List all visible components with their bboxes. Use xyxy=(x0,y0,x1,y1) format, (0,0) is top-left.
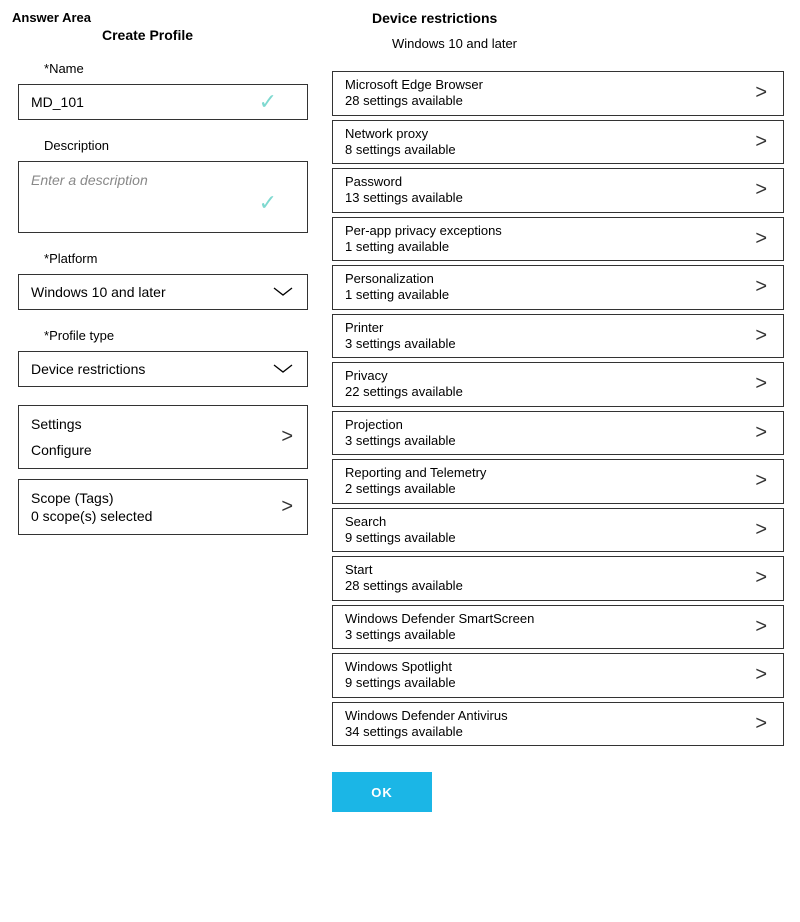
check-icon: ✓ xyxy=(259,190,277,216)
platform-select[interactable]: Windows 10 and later xyxy=(18,274,308,310)
profile-type-label: Profile type xyxy=(44,328,312,343)
chevron-right-icon: > xyxy=(281,496,293,519)
category-sub: 3 settings available xyxy=(345,433,771,449)
name-value: MD_101 xyxy=(31,94,84,110)
category-title: Printer xyxy=(345,320,771,336)
platform-label: Platform xyxy=(44,251,312,266)
category-title: Windows Defender Antivirus xyxy=(345,708,771,724)
category-title: Privacy xyxy=(345,368,771,384)
platform-value: Windows 10 and later xyxy=(31,284,166,300)
chevron-right-icon: > xyxy=(755,615,767,638)
chevron-right-icon: > xyxy=(755,130,767,153)
category-sub: 3 settings available xyxy=(345,336,771,352)
category-item[interactable]: Start28 settings available> xyxy=(332,556,784,601)
category-title: Microsoft Edge Browser xyxy=(345,77,771,93)
scope-title: Scope (Tags) xyxy=(31,490,295,506)
category-item[interactable]: Reporting and Telemetry2 settings availa… xyxy=(332,459,784,504)
scope-sub: 0 scope(s) selected xyxy=(31,508,295,524)
category-title: Network proxy xyxy=(345,126,771,142)
check-icon: ✓ xyxy=(259,89,277,115)
description-input[interactable]: Enter a description ✓ xyxy=(18,161,308,233)
ok-button[interactable]: OK xyxy=(332,772,432,812)
category-item[interactable]: Windows Spotlight9 settings available> xyxy=(332,653,784,698)
name-label: Name xyxy=(44,61,312,76)
category-item[interactable]: Windows Defender Antivirus34 settings av… xyxy=(332,702,784,747)
category-sub: 28 settings available xyxy=(345,578,771,594)
category-sub: 1 setting available xyxy=(345,287,771,303)
category-title: Reporting and Telemetry xyxy=(345,465,771,481)
category-item[interactable]: Projection3 settings available> xyxy=(332,411,784,456)
category-title: Windows Spotlight xyxy=(345,659,771,675)
category-title: Password xyxy=(345,174,771,190)
category-item[interactable]: Network proxy8 settings available> xyxy=(332,120,784,165)
category-title: Per-app privacy exceptions xyxy=(345,223,771,239)
chevron-right-icon: > xyxy=(755,470,767,493)
settings-sub: Configure xyxy=(31,442,295,458)
settings-item[interactable]: Settings Configure > xyxy=(18,405,308,469)
chevron-right-icon: > xyxy=(755,518,767,541)
category-sub: 3 settings available xyxy=(345,627,771,643)
chevron-down-icon xyxy=(273,364,293,374)
chevron-right-icon: > xyxy=(755,373,767,396)
category-sub: 9 settings available xyxy=(345,530,771,546)
category-item[interactable]: Printer3 settings available> xyxy=(332,314,784,359)
category-item[interactable]: Microsoft Edge Browser28 settings availa… xyxy=(332,71,784,116)
category-title: Projection xyxy=(345,417,771,433)
category-item[interactable]: Windows Defender SmartScreen3 settings a… xyxy=(332,605,784,650)
category-item[interactable]: Search9 settings available> xyxy=(332,508,784,553)
category-sub: 9 settings available xyxy=(345,675,771,691)
category-sub: 1 setting available xyxy=(345,239,771,255)
category-sub: 28 settings available xyxy=(345,93,771,109)
create-profile-title: Create Profile xyxy=(102,27,312,43)
chevron-right-icon: > xyxy=(755,567,767,590)
chevron-right-icon: > xyxy=(281,426,293,449)
chevron-right-icon: > xyxy=(755,421,767,444)
category-sub: 13 settings available xyxy=(345,190,771,206)
category-title: Start xyxy=(345,562,771,578)
description-label: Description xyxy=(44,138,312,153)
chevron-down-icon xyxy=(273,287,293,297)
category-item[interactable]: Privacy22 settings available> xyxy=(332,362,784,407)
chevron-right-icon: > xyxy=(755,712,767,735)
settings-title: Settings xyxy=(31,416,295,432)
category-sub: 34 settings available xyxy=(345,724,771,740)
category-list: Microsoft Edge Browser28 settings availa… xyxy=(332,71,784,746)
category-item[interactable]: Personalization1 setting available> xyxy=(332,265,784,310)
category-title: Search xyxy=(345,514,771,530)
name-input[interactable]: MD_101 ✓ xyxy=(18,84,308,120)
chevron-right-icon: > xyxy=(755,664,767,687)
chevron-right-icon: > xyxy=(755,324,767,347)
chevron-right-icon: > xyxy=(755,227,767,250)
category-item[interactable]: Password13 settings available> xyxy=(332,168,784,213)
chevron-right-icon: > xyxy=(755,82,767,105)
scope-item[interactable]: Scope (Tags) 0 scope(s) selected > xyxy=(18,479,308,535)
device-restrictions-subtitle: Windows 10 and later xyxy=(392,36,788,51)
chevron-right-icon: > xyxy=(755,179,767,202)
answer-area-label: Answer Area xyxy=(12,10,312,25)
chevron-right-icon: > xyxy=(755,276,767,299)
description-placeholder: Enter a description xyxy=(31,172,148,188)
profile-type-select[interactable]: Device restrictions xyxy=(18,351,308,387)
category-title: Windows Defender SmartScreen xyxy=(345,611,771,627)
device-restrictions-title: Device restrictions xyxy=(372,10,788,26)
category-sub: 2 settings available xyxy=(345,481,771,497)
category-sub: 8 settings available xyxy=(345,142,771,158)
profile-type-value: Device restrictions xyxy=(31,361,145,377)
category-title: Personalization xyxy=(345,271,771,287)
category-sub: 22 settings available xyxy=(345,384,771,400)
category-item[interactable]: Per-app privacy exceptions1 setting avai… xyxy=(332,217,784,262)
